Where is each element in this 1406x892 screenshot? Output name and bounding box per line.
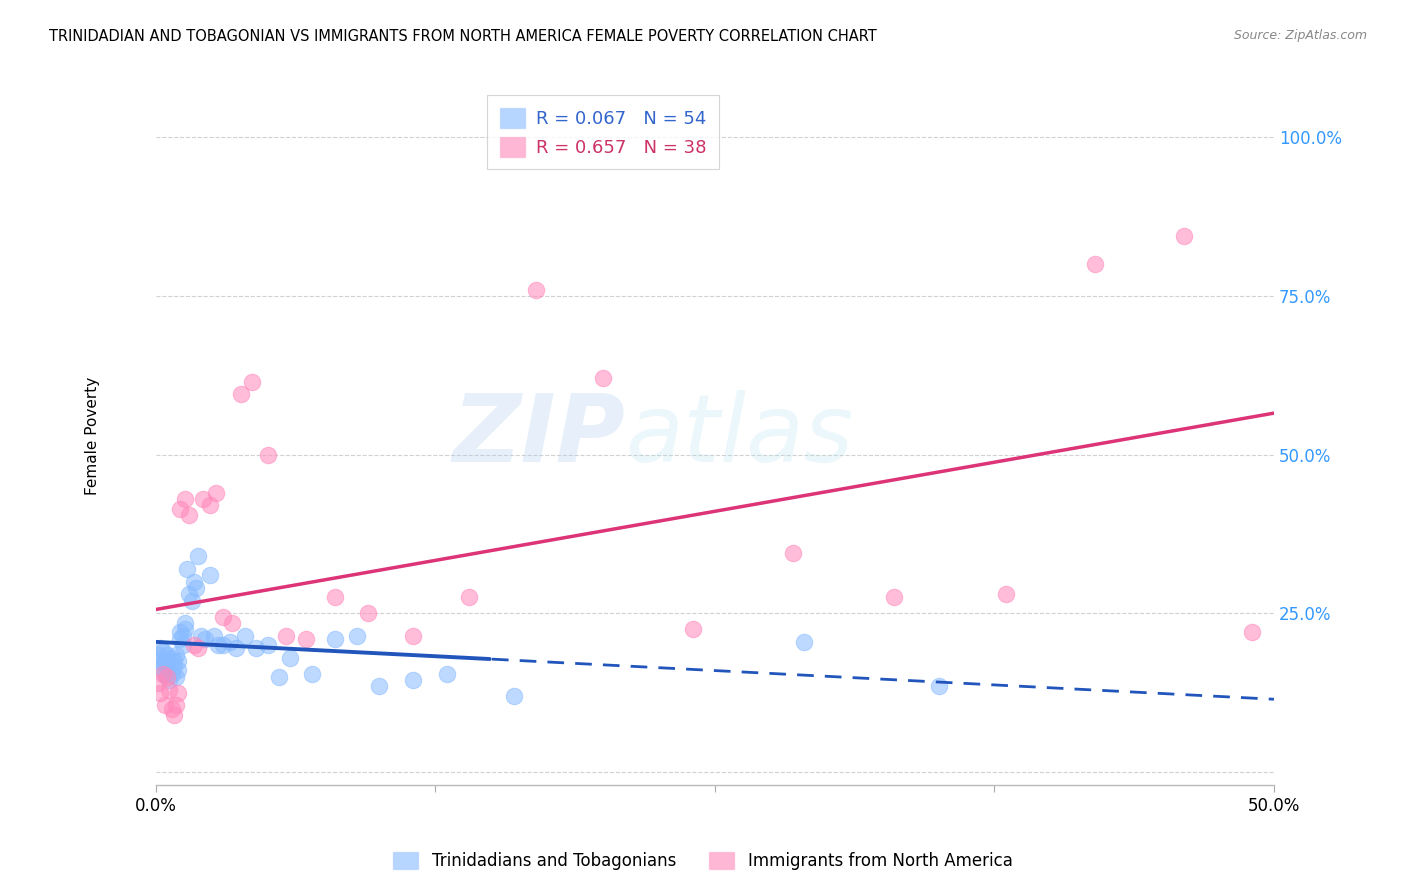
Point <box>174 491 197 506</box>
Point <box>176 562 198 576</box>
Point <box>458 591 481 605</box>
Text: TRINIDADIAN AND TOBAGONIAN VS IMMIGRANTS FROM NORTH AMERICA FEMALE POVERTY CORRE: TRINIDADIAN AND TOBAGONIAN VS IMMIGRANTS… <box>49 29 877 44</box>
Text: ZIP: ZIP <box>453 390 626 482</box>
Point <box>205 485 228 500</box>
Point <box>157 673 180 687</box>
Point <box>1084 257 1107 271</box>
Point <box>218 635 240 649</box>
Point <box>402 629 425 643</box>
Point <box>149 686 172 700</box>
Point <box>240 375 263 389</box>
Point <box>278 650 301 665</box>
Point <box>152 666 174 681</box>
Point <box>682 622 704 636</box>
Point <box>169 632 191 646</box>
Point <box>198 568 221 582</box>
Point <box>149 641 172 656</box>
Point <box>207 638 229 652</box>
Point <box>883 591 905 605</box>
Point <box>156 648 179 662</box>
Point <box>323 591 346 605</box>
Point <box>172 629 194 643</box>
Point <box>149 660 172 674</box>
Point <box>524 283 547 297</box>
Point <box>172 638 194 652</box>
Point <box>160 701 183 715</box>
Point <box>212 609 235 624</box>
Point <box>190 629 212 643</box>
Point <box>165 670 187 684</box>
Point <box>163 707 186 722</box>
Text: Source: ZipAtlas.com: Source: ZipAtlas.com <box>1233 29 1367 42</box>
Text: atlas: atlas <box>626 390 853 481</box>
Point <box>782 546 804 560</box>
Point <box>165 648 187 662</box>
Point <box>267 670 290 684</box>
Point <box>165 698 187 713</box>
Point <box>156 664 179 678</box>
Point <box>153 654 176 668</box>
Point <box>184 581 207 595</box>
Point <box>994 587 1017 601</box>
Point <box>368 679 391 693</box>
Point <box>183 574 205 589</box>
Point <box>229 387 252 401</box>
Point <box>167 664 190 678</box>
Point <box>323 632 346 646</box>
Point <box>152 657 174 672</box>
Point <box>198 499 221 513</box>
Point <box>1240 625 1263 640</box>
Point <box>301 666 323 681</box>
Point <box>160 650 183 665</box>
Point <box>245 641 267 656</box>
Point <box>174 622 197 636</box>
Point <box>274 629 297 643</box>
Point <box>179 508 201 522</box>
Point <box>157 682 180 697</box>
Legend: Trinidadians and Tobagonians, Immigrants from North America: Trinidadians and Tobagonians, Immigrants… <box>387 845 1019 877</box>
Point <box>194 632 217 646</box>
Point <box>179 587 201 601</box>
Point <box>225 641 247 656</box>
Point <box>202 629 225 643</box>
Point <box>156 670 179 684</box>
Point <box>169 625 191 640</box>
Point <box>221 615 243 630</box>
Point <box>793 635 815 649</box>
Point <box>402 673 425 687</box>
Point <box>294 632 316 646</box>
Point <box>1173 228 1195 243</box>
Point <box>163 654 186 668</box>
Point <box>180 593 202 607</box>
Point <box>163 660 186 674</box>
Point <box>146 648 169 662</box>
Point <box>191 491 214 506</box>
Point <box>256 638 278 652</box>
Point <box>256 448 278 462</box>
Point <box>928 679 950 693</box>
Point <box>157 657 180 672</box>
Point <box>357 607 380 621</box>
Point <box>146 654 169 668</box>
Point <box>160 666 183 681</box>
Point <box>502 689 524 703</box>
Point <box>167 686 190 700</box>
Point <box>187 549 209 564</box>
Point <box>187 641 209 656</box>
Y-axis label: Female Poverty: Female Poverty <box>86 376 100 495</box>
Point <box>436 666 458 681</box>
Point <box>592 371 614 385</box>
Point <box>169 501 191 516</box>
Point <box>152 644 174 658</box>
Point <box>146 676 169 690</box>
Point <box>174 615 197 630</box>
Point <box>167 654 190 668</box>
Point <box>183 638 205 652</box>
Point <box>233 629 256 643</box>
Legend: R = 0.067   N = 54, R = 0.657   N = 38: R = 0.067 N = 54, R = 0.657 N = 38 <box>486 95 718 169</box>
Point <box>346 629 368 643</box>
Point <box>153 698 176 713</box>
Point <box>212 638 235 652</box>
Point <box>153 666 176 681</box>
